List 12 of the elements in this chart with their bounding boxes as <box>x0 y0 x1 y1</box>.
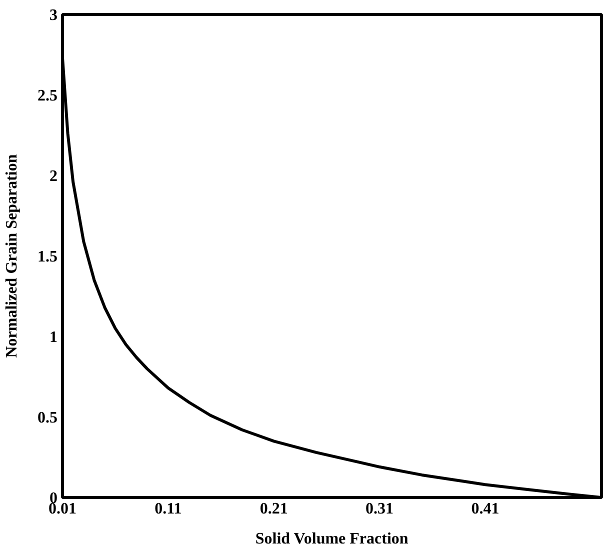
x-axis-title: Solid Volume Fraction <box>255 530 408 548</box>
x-tick-label: 0.21 <box>260 500 288 518</box>
y-tick-label: 1 <box>50 329 58 346</box>
y-tick-label: 0.5 <box>38 410 58 426</box>
y-axis-title: Normalized Grain Separation <box>4 154 20 358</box>
x-tick-label: 0.41 <box>471 500 500 518</box>
x-tick-label: 0.31 <box>366 500 394 518</box>
y-tick-label: 2.5 <box>38 88 58 104</box>
y-tick-label: 1.5 <box>38 248 58 266</box>
x-tick-label: 0.11 <box>154 500 182 518</box>
y-tick-label: 3 <box>50 7 58 24</box>
y-tick-label: 2 <box>50 168 58 185</box>
